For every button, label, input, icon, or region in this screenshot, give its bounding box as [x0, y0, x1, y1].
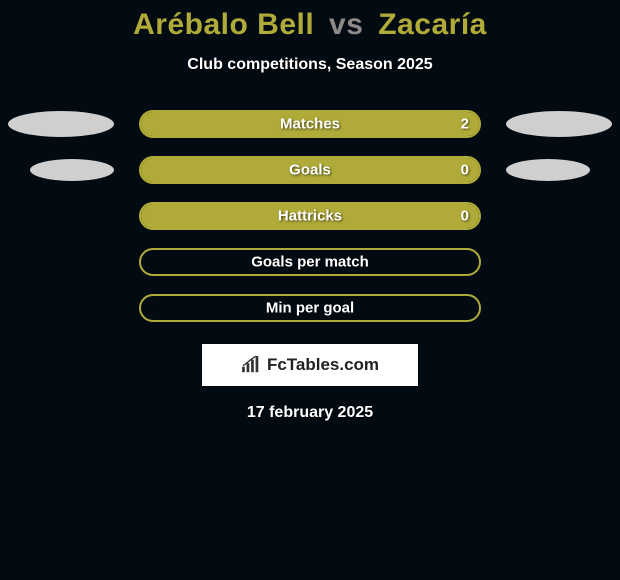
stat-label: Goals: [289, 162, 331, 179]
page-title: Arébalo Bell vs Zacaría: [0, 8, 620, 42]
source-logo: FcTables.com: [202, 344, 418, 386]
ellipse-icon: [30, 159, 114, 181]
stat-bar: Goals per match: [139, 248, 481, 276]
ellipse-icon: [506, 111, 612, 137]
vs-label: vs: [329, 8, 363, 41]
date-label: 17 february 2025: [0, 404, 620, 422]
stat-row-goals: Goals 0: [0, 156, 620, 184]
stat-rows: Matches 2 Goals 0 Hattricks 0 Goals pe: [0, 110, 620, 322]
barchart-icon: [241, 356, 263, 374]
subtitle: Club competitions, Season 2025: [0, 56, 620, 74]
stat-row-goals-per-match: Goals per match: [0, 248, 620, 276]
stat-label: Min per goal: [266, 300, 354, 317]
ellipse-icon: [8, 111, 114, 137]
stat-value-right: 0: [461, 162, 469, 179]
stat-bar: Hattricks 0: [139, 202, 481, 230]
player1-name: Arébalo Bell: [133, 8, 314, 41]
player2-name: Zacaría: [378, 8, 487, 41]
stat-value-right: 0: [461, 208, 469, 225]
comparison-infographic: Arébalo Bell vs Zacaría Club competition…: [0, 0, 620, 422]
stat-label: Matches: [280, 116, 340, 133]
stat-row-matches: Matches 2: [0, 110, 620, 138]
stat-bar: Goals 0: [139, 156, 481, 184]
stat-label: Hattricks: [278, 208, 342, 225]
stat-row-hattricks: Hattricks 0: [0, 202, 620, 230]
stat-bar: Matches 2: [139, 110, 481, 138]
stat-label: Goals per match: [251, 254, 369, 271]
stat-bar: Min per goal: [139, 294, 481, 322]
logo-text: FcTables.com: [267, 355, 379, 375]
stat-row-min-per-goal: Min per goal: [0, 294, 620, 322]
ellipse-icon: [506, 159, 590, 181]
stat-value-right: 2: [461, 116, 469, 133]
